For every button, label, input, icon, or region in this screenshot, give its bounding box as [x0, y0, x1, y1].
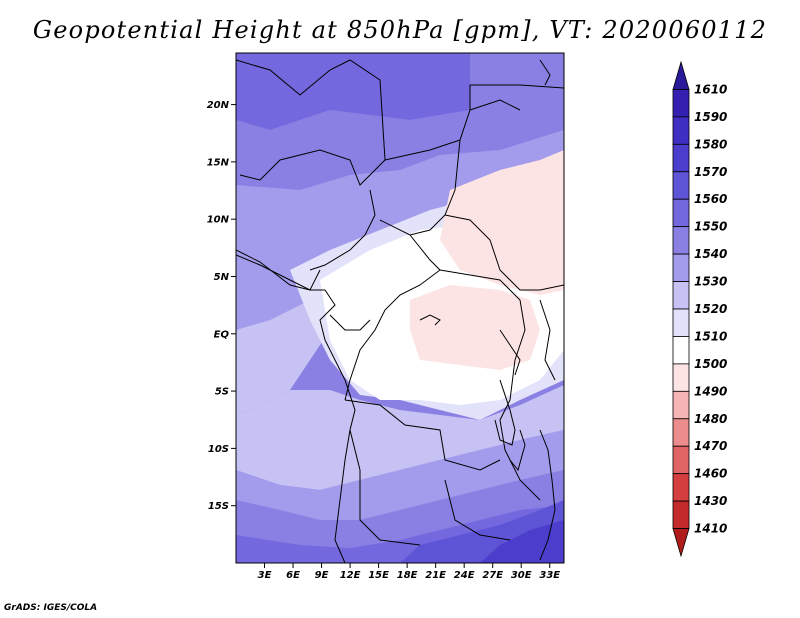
lon-tick-label: 18E [397, 570, 418, 581]
contour-1540-south [236, 470, 564, 548]
colorbar-box [672, 143, 690, 173]
lon-tick-label: 27E [482, 570, 503, 581]
footer-credit: GrADS: IGES/COLA [4, 603, 98, 613]
lon-tick-label: 30E [511, 570, 532, 581]
colorbar-label: 1540 [694, 247, 727, 261]
colorbar-box [672, 171, 690, 200]
colorbar-box [672, 363, 690, 392]
colorbar-label: 1550 [694, 220, 727, 234]
lon-tick-label: 6E [286, 570, 300, 581]
contour-1490-patch-center [410, 285, 540, 370]
lat-tick-label: 15N [207, 157, 230, 168]
colorbar-labels: 1610 1590 1580 1570 1560 1550 1540 1530 1520 1510… [694, 82, 727, 535]
colorbar-label: 1500 [694, 357, 727, 371]
contour-1540-band [236, 53, 564, 190]
lon-tick-label: 33E [539, 570, 560, 581]
lon-tick-label: 24E [454, 570, 475, 581]
colorbar-label: 1510 [694, 329, 727, 343]
lat-tick-label: 5S [215, 387, 229, 398]
lat-ticks: 20N 15N 10N 5N EQ 5S 10S 15S [207, 100, 236, 512]
colorbar-label: 1410 [694, 522, 727, 536]
colorbar-label: 1570 [694, 165, 727, 179]
coastline [236, 59, 551, 563]
colorbar-top-arrow [672, 60, 690, 90]
lon-tick-label: 12E [340, 570, 361, 581]
lat-tick-label: 10N [207, 215, 230, 226]
colorbar-box [672, 226, 690, 255]
colorbar-label: 1530 [694, 275, 727, 289]
lat-tick-label: 5N [214, 272, 230, 283]
height-field [236, 53, 564, 563]
contour-1490-patch-east [440, 150, 564, 295]
colorbar-box [672, 418, 690, 447]
lon-tick-label: 15E [368, 570, 389, 581]
contour-1530-south [236, 430, 564, 520]
lon-tick-label: 21E [425, 570, 446, 581]
lat-tick-label: 20N [207, 100, 230, 111]
colorbar-boxes [672, 60, 690, 558]
country-borders [236, 59, 564, 561]
colorbar-label: 1610 [694, 82, 727, 96]
lon-tick-label: 3E [258, 570, 272, 581]
lat-tick-label: 15S [208, 501, 229, 512]
colorbar-bottom-arrow [672, 528, 690, 558]
colorbar-label: 1560 [694, 192, 727, 206]
lat-tick-label: 10S [208, 444, 229, 455]
colorbar-label: 1430 [694, 494, 727, 508]
colorbar-label: 1580 [694, 137, 727, 151]
colorbar-box [672, 308, 690, 337]
colorbar-box [672, 116, 690, 145]
colorbar-label: 1490 [694, 384, 727, 398]
colorbar-label: 1590 [694, 110, 727, 124]
colorbar-box [672, 473, 690, 502]
colorbar-box [672, 390, 690, 420]
contour-1550-north [236, 53, 470, 130]
lon-tick-label: 9E [315, 570, 329, 581]
chart-title: Geopotential Height at 850hPa [gpm], VT:… [32, 16, 768, 44]
colorbar-box [672, 445, 690, 475]
colorbar-box [672, 281, 690, 310]
contour-1520-south [236, 385, 564, 490]
colorbar-box [672, 198, 690, 228]
colorbar-label: 1480 [694, 412, 727, 426]
lon-ticks: 3E 6E 9E 12E 15E 18E 21E 24E 27E 30E 33E [258, 563, 560, 581]
colorbar-label: 1470 [694, 439, 727, 453]
colorbar-box [672, 253, 690, 282]
colorbar-box [672, 500, 690, 529]
colorbar-label: 1520 [694, 302, 727, 316]
colorbar-label: 1460 [694, 467, 727, 481]
colorbar-box [672, 336, 690, 365]
colorbar-box [672, 89, 690, 118]
map-frame [235, 52, 565, 564]
lat-tick-label: EQ [214, 329, 230, 340]
